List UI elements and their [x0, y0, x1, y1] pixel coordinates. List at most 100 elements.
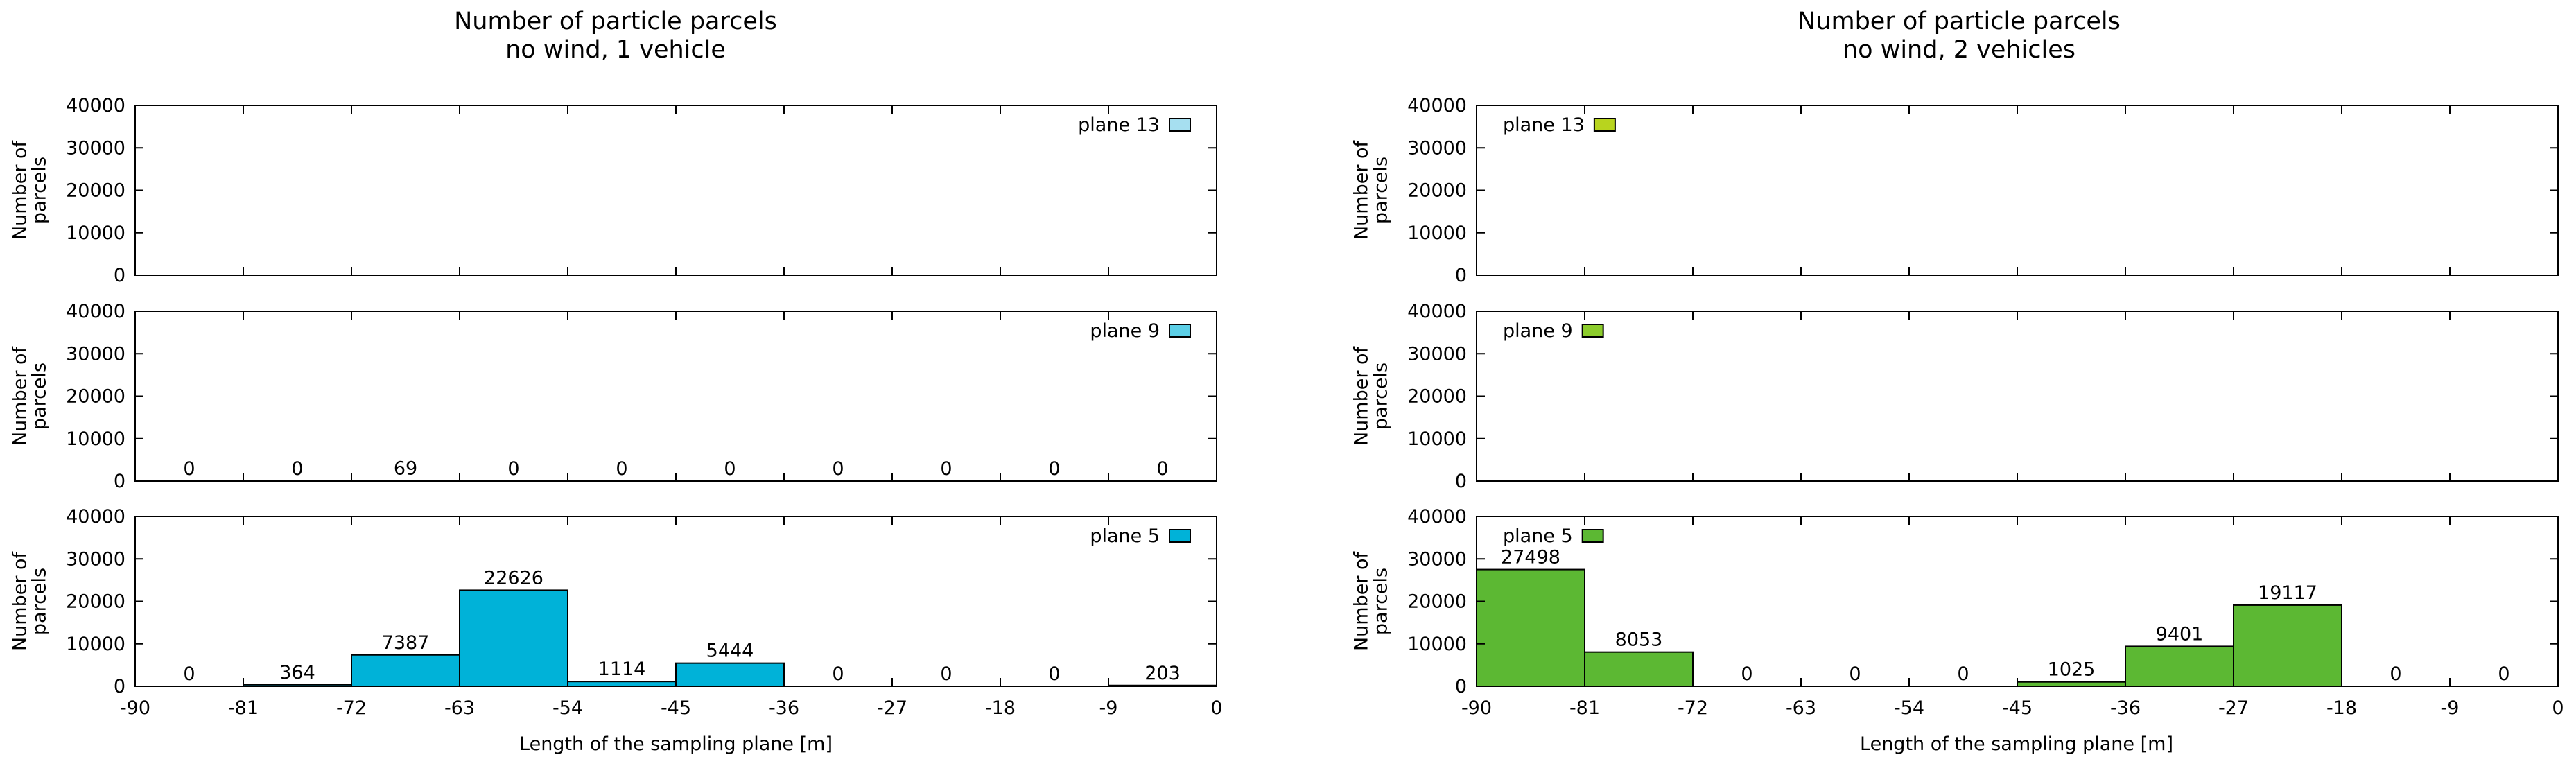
chart-left-panel-3-bar [675, 662, 785, 688]
chart-right-panel-3-bar-label: 19117 [2258, 582, 2317, 604]
chart-left-panel-1-y-tick-label: 20000 [66, 180, 125, 202]
chart-right-x-axis-label: Length of the sampling plane [m] [1860, 733, 2173, 755]
chart-right-panel-3-bar [1584, 651, 1694, 687]
chart-right-panel-3-y-tick-label: 0 [1455, 676, 1467, 697]
chart-right-panel-3-x-tick-label: -36 [2110, 697, 2141, 719]
chart-left-panel-2-y-axis-label-line1: Number of [10, 345, 31, 446]
chart-right-panel-2-legend-swatch [1581, 324, 1604, 338]
chart-left-panel-1-frame [134, 105, 1217, 276]
chart-right-panel-3-y-axis-label-line1: Number of [1351, 550, 1373, 651]
chart-right-panel-2-y-tick-label: 30000 [1407, 343, 1467, 365]
chart-left-panel-2-bar-label: 0 [507, 458, 519, 480]
chart-right-title-line2: no wind, 2 vehicles [1843, 36, 2075, 64]
chart-left-panel-2-legend-label: plane 9 [1090, 320, 1160, 342]
chart-left-panel-3-bar-label: 0 [183, 663, 195, 685]
chart-left-panel-1-legend-swatch [1169, 118, 1191, 132]
chart-left-title-line2: no wind, 1 vehicle [505, 36, 726, 64]
chart-left-panel-3-legend-label: plane 5 [1090, 525, 1160, 547]
chart-left-panel-3-y-tick-label: 20000 [66, 591, 125, 613]
chart-right-panel-3-x-tick-label: -54 [1894, 697, 1924, 719]
chart-left-panel-1-y-axis-label-line1: Number of [10, 139, 31, 240]
chart-right-panel-3-bar-label: 9401 [2156, 623, 2204, 645]
chart-left-panel-2-bar-label: 0 [1048, 458, 1060, 480]
chart-left-panel-2-y-axis-label-line2: parcels [29, 363, 51, 430]
chart-left-panel-2-bar-label: 0 [832, 458, 844, 480]
chart-right-panel-1-legend-label: plane 13 [1503, 114, 1585, 136]
chart-left-panel-2-legend-swatch [1169, 324, 1191, 338]
chart-left-panel-2-bar-label: 0 [940, 458, 952, 480]
chart-right-panel-3-bar-label: 0 [2390, 663, 2401, 685]
chart-left-panel-3-y-axis-label-line2: parcels [29, 568, 51, 635]
chart-left-panel-3-x-tick-label: -72 [336, 697, 367, 719]
chart-left-panel-3-bar [459, 589, 568, 688]
chart-right-panel-1-frame [1476, 105, 2559, 276]
chart-left-panel-2-y-tick-label: 10000 [66, 428, 125, 450]
chart-left-panel-3-bar [351, 654, 460, 688]
chart-right-panel-3-legend-label: plane 5 [1503, 525, 1573, 547]
chart-right-panel-3-y-tick-label: 20000 [1407, 591, 1467, 613]
chart-left-panel-1-y-tick-label: 10000 [66, 223, 125, 244]
chart-left-panel-3-x-tick-label: -54 [552, 697, 583, 719]
chart-left-panel-3-x-tick-label: -90 [120, 697, 150, 719]
chart-right-panel-2-y-tick-label: 0 [1455, 471, 1467, 492]
chart-right-panel-3-bar [2233, 604, 2342, 688]
chart-right-panel-3-bar-label: 0 [2498, 663, 2509, 685]
chart-left-panel-2: 0 0 69 0 0 0 0 0 0 0 0 10000 20000 30000 40000 Number o… [10, 301, 1217, 492]
chart-left-panel-2-y-tick-label: 0 [114, 471, 125, 492]
chart-left-panel-1-y-tick-label: 40000 [66, 95, 125, 116]
chart-right-panel-2-y-tick-label: 20000 [1407, 386, 1467, 408]
chart-right-panel-1-y-tick-label: 0 [1455, 265, 1467, 286]
chart-right-panel-3-bar [1476, 568, 1585, 688]
chart-left-panel-3-x-tick-label: -18 [985, 697, 1016, 719]
chart-left-panel-2-y-tick-label: 20000 [66, 386, 125, 408]
chart-left: Number of particle parcels no wind, 1 ve… [10, 8, 1223, 755]
chart-right-panel-2-y-tick-label: 10000 [1407, 428, 1467, 450]
chart-right-panel-2-y-axis-label-line2: parcels [1370, 363, 1392, 430]
chart-right-panel-3-x-tick-label: -18 [2326, 697, 2357, 719]
chart-left-panel-3-bar-label: 22626 [484, 567, 543, 589]
chart-right-panel-1-y-tick-label: 20000 [1407, 180, 1467, 202]
chart-left-panel-2-bar-label: 0 [1156, 458, 1168, 480]
chart-right-panel-3-x-tick-label: -63 [1786, 697, 1816, 719]
chart-left-panel-3-x-tick-label: -45 [661, 697, 691, 719]
chart-right-panel-1-y-tick-label: 40000 [1407, 95, 1467, 116]
chart-left-panel-3-bar-label: 203 [1145, 663, 1181, 684]
chart-left-panel-3-bar-label: 7387 [382, 632, 430, 654]
chart-right-panel-1-y-tick-label: 30000 [1407, 137, 1467, 159]
chart-left-panel-2-bar-label: 0 [183, 458, 195, 480]
chart-left-panel-3-bar-label: 1114 [598, 659, 646, 680]
chart-left-panel-3-x-tick-label: 0 [1210, 697, 1222, 719]
chart-right-panel-3-bar-label: 0 [1741, 663, 1752, 685]
chart-left-panel-3-x-tick-label: -36 [769, 697, 799, 719]
chart-left-panel-3-x-tick-label: -81 [228, 697, 259, 719]
chart-left-panel-3-legend-swatch [1169, 529, 1191, 543]
chart-right-panel-1-y-axis-label-line2: parcels [1370, 157, 1392, 224]
chart-left-panel-3-y-tick-label: 40000 [66, 506, 125, 528]
chart-left-panel-3: 0 364 7387 22626 1114 5444 0 0 0 203 0 10000 20000 30… [10, 506, 1223, 719]
chart-right-title-line1: Number of particle parcels [1798, 8, 2121, 35]
chart-right-panel-3-bar-label: 0 [1849, 663, 1861, 685]
chart-right-panel-3: 27498 8053 0 0 0 1025 9401 19117 0 0 0 10000 20000 30… [1351, 506, 2564, 719]
chart-right-panel-3-bar-label: 27498 [1501, 547, 1560, 568]
chart-left-panel-3-bar-label: 364 [279, 662, 315, 684]
chart-right-panel-3-bar-label: 8053 [1615, 629, 1663, 651]
chart-left-panel-1-y-tick-label: 0 [114, 265, 125, 286]
chart-left-panel-3-y-tick-label: 30000 [66, 548, 125, 570]
chart-left-panel-3-x-tick-label: -63 [444, 697, 475, 719]
chart-left-panel-3-bar-label: 0 [832, 663, 844, 685]
chart-right-panel-3-y-axis-label-line2: parcels [1370, 568, 1392, 635]
chart-right-panel-1-legend-swatch [1593, 118, 1616, 132]
chart-left-panel-3-bar-label: 0 [940, 663, 952, 685]
chart-right-panel-3-bar [2125, 645, 2234, 688]
chart-left-panel-2-frame [134, 311, 1217, 482]
chart-right-panel-3-y-tick-label: 10000 [1407, 634, 1467, 655]
chart-left-panel-3-frame [134, 516, 1217, 687]
chart-right-panel-3-y-tick-label: 40000 [1407, 506, 1467, 528]
chart-left-panel-3-bar-label: 5444 [706, 641, 754, 662]
chart-right-panel-3-x-tick-label: 0 [2552, 697, 2564, 719]
chart-right-panel-3-bar-label: 1025 [2048, 659, 2096, 681]
chart-right-panel-3-x-tick-label: -27 [2218, 697, 2249, 719]
